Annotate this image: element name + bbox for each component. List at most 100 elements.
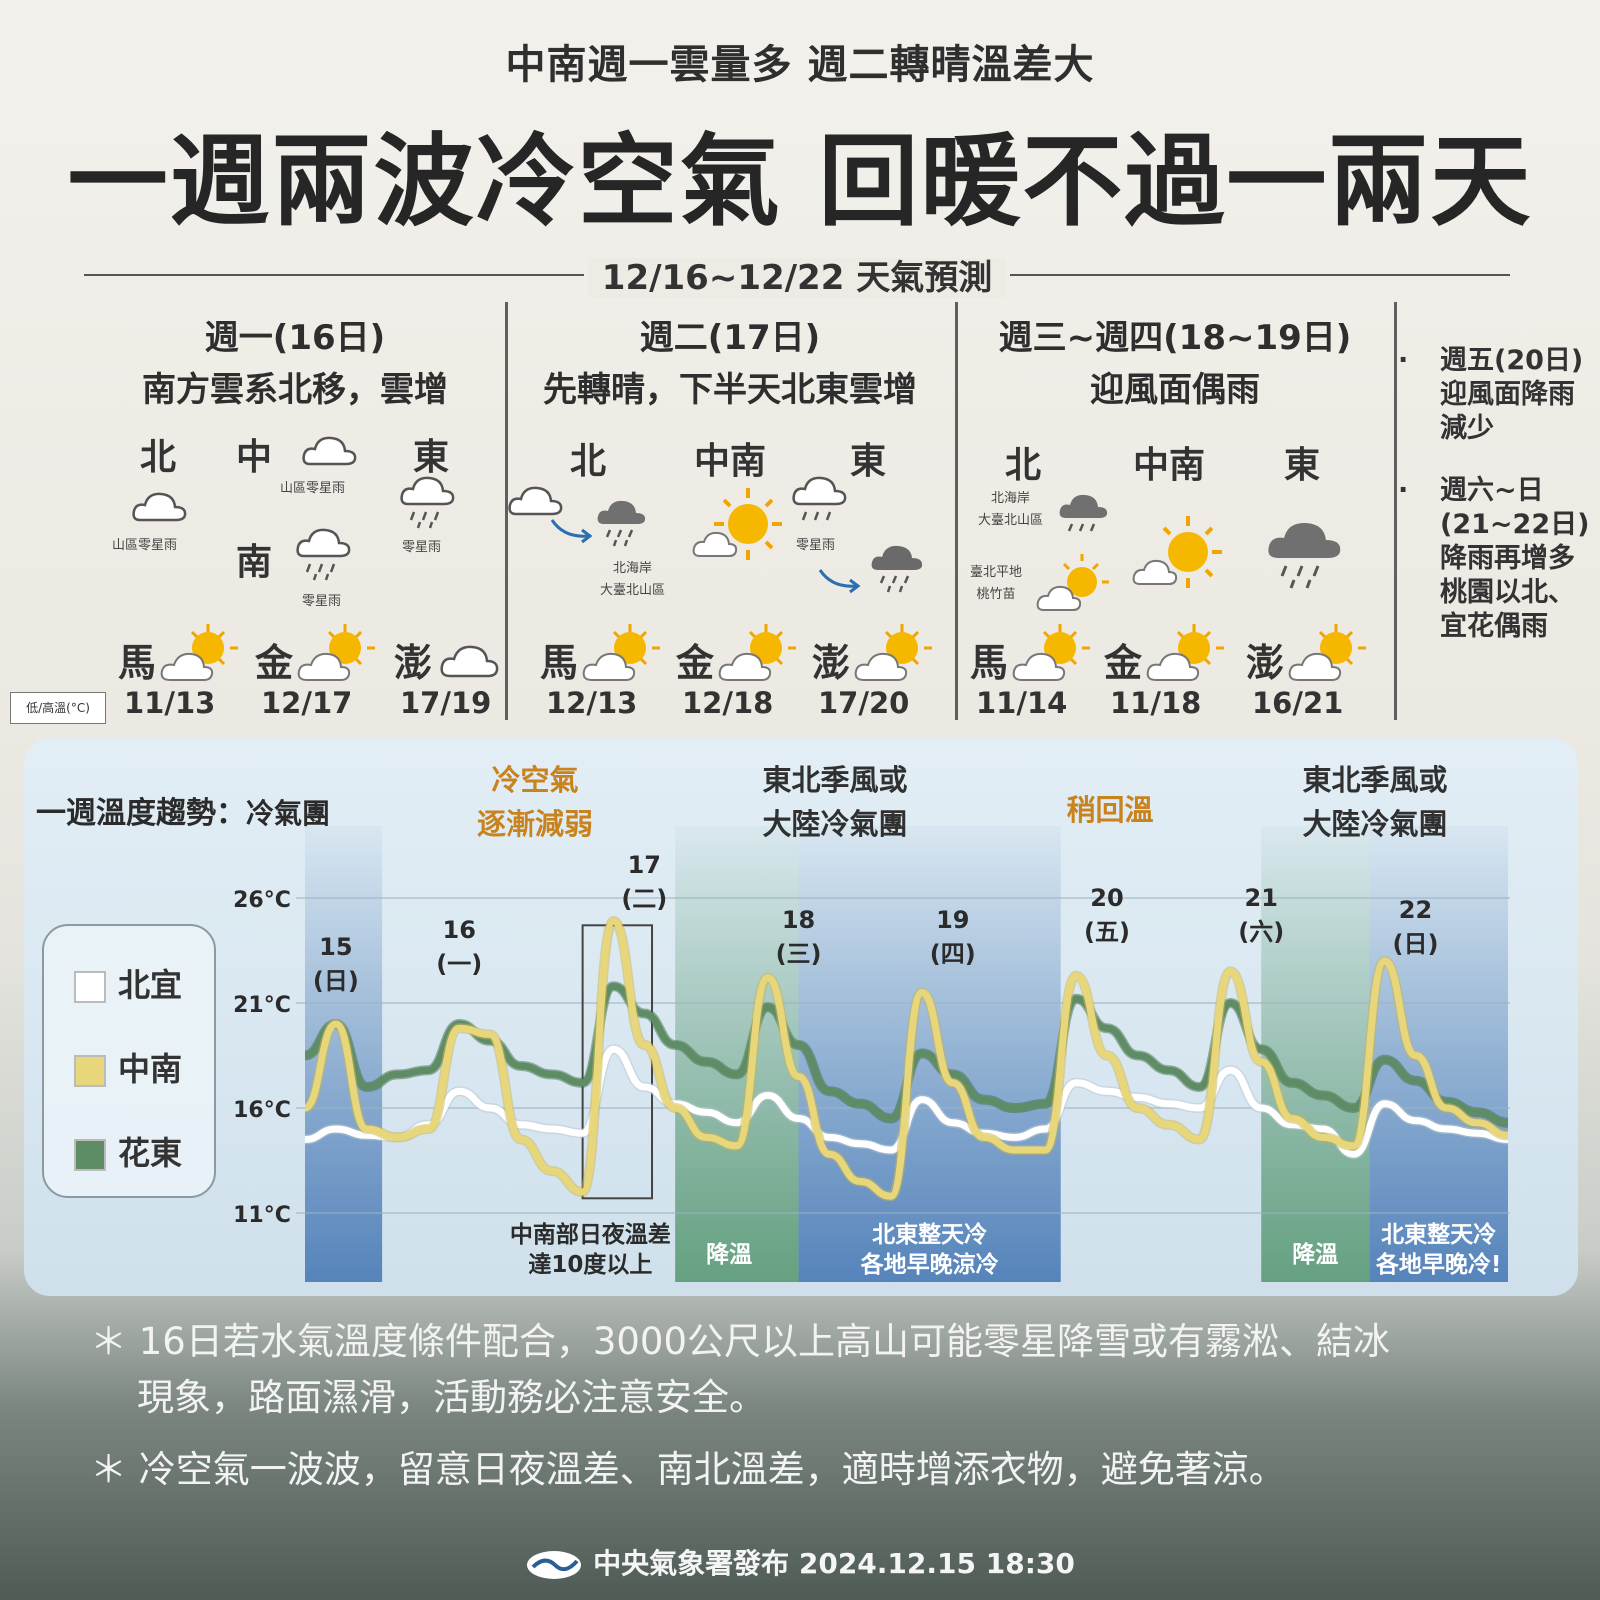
legend-east: 花東 [74,1128,182,1174]
y-tick-label: 11°C [233,1203,291,1228]
day-label-date: 17 [628,851,661,879]
island-temp: 12/17 [261,686,353,720]
region-north: 北 [140,437,177,478]
region-north: 北 [570,441,607,482]
island-temp: 11/18 [1110,686,1202,720]
day-label-date: 20 [1090,884,1123,912]
day-label-date: 19 [936,906,969,934]
region-central-south: 中南 [1133,445,1206,486]
y-tick-label: 16°C [233,1098,291,1123]
cloud-icon [508,486,563,516]
side-line: 宜花偶雨 [1440,611,1548,642]
headline: 一週兩波冷空氣 回暖不過一兩天 [67,123,1533,240]
trend-title-small: 冷氣團 [246,797,331,830]
region-south: 南 [236,542,273,583]
side-note-friday: · 週五(20日) 迎風面降雨 減少 [1398,344,1589,446]
annotation-monsoon-2: 東北季風或 大陸冷氣團 [1302,763,1448,841]
island-temp: 11/14 [976,686,1068,720]
column-divider [505,302,508,720]
day2-title: 週二(17日) [639,318,821,358]
day-label-date: 18 [782,906,815,934]
cwa-logo-icon [527,1551,582,1579]
trend-title: 一週溫度趨勢：冷氣團 [36,796,331,831]
legend-swatch [74,971,106,1003]
island-name: 金 [255,641,294,685]
band-note: 達10度以上 [528,1251,652,1278]
range-rule-right [1010,274,1510,276]
sun-cloud-icon [854,624,932,681]
day-label-weekday: (三) [776,940,822,968]
y-tick-label: 26°C [233,888,291,913]
legend-swatch [74,1055,106,1087]
island-temp: 16/21 [1252,686,1344,720]
side-line: (21~22日) [1440,509,1590,540]
unit-label: 低/高溫(°C) [10,692,106,724]
legend-swatch [74,1139,106,1171]
note-north-plain: 臺北平地 桃竹苗 [970,565,1023,602]
region-north: 北 [1005,445,1042,486]
region-east: 東 [413,437,450,478]
side-line: 週六~日 [1440,475,1544,506]
island-temp: 11/13 [124,686,216,720]
day1-desc: 南方雲系北移，雲增 [142,370,448,410]
side-line: 迎風面降雨 [1440,379,1575,410]
sun-cloud-icon [1146,624,1224,681]
cloud-icon [132,492,187,522]
island-temp: 12/18 [682,686,774,720]
day-label-weekday: (二) [621,885,667,913]
note-north-coast: 北海岸 大臺北山區 [978,491,1044,528]
sun-cloud-icon [1132,516,1222,588]
rain-cloud-icon [792,476,847,521]
band-note: 降溫 [1292,1242,1338,1268]
range-rule-left [84,274,584,276]
series-line [303,917,1509,1200]
island-name: 澎 [394,641,433,685]
band-note: 中南部日夜溫差 [510,1221,671,1248]
rain-cloud-icon [296,528,351,581]
chart-legend: 北宜 中南 花東 [42,924,216,1198]
band-note: 各地早晚涼冷 [860,1251,999,1278]
annotation-monsoon-1: 東北季風或 大陸冷氣團 [762,763,908,841]
arrow-icon [550,519,593,544]
day-label-weekday: (五) [1084,918,1130,946]
band-note: 各地早晚冷! [1375,1251,1502,1278]
column-divider [1394,302,1397,720]
subtitle: 中南週一雲量多 週二轉晴溫差大 [505,42,1095,88]
annotation-weakening: 冷空氣 逐漸減弱 [476,763,593,841]
island-name: 金 [676,641,715,685]
note-north: 北海岸 大臺北山區 [600,561,666,598]
dark-rain-cloud-icon [871,545,923,593]
side-line: 降雨再增多 [1440,543,1575,574]
day-label-weekday: (六) [1238,918,1284,946]
day1-title: 週一(16日) [204,318,386,358]
region-central-south: 中南 [694,441,767,482]
side-note-weekend: · 週六~日 (21~22日) 降雨再增多 桃園以北、 宜花偶雨 [1398,475,1590,642]
cloud-icon [440,645,499,678]
legend-central: 中南 [74,1044,182,1090]
dark-rain-cloud-icon [597,500,646,547]
day-label-date: 22 [1399,896,1432,924]
day-label-weekday: (一) [436,950,482,978]
day-label-date: 21 [1245,884,1278,912]
y-tick-label: 21°C [233,993,291,1018]
island-name: 馬 [970,641,1009,685]
island-temp: 12/13 [546,686,638,720]
day-label-date: 15 [319,933,352,961]
sun-cloud-icon [1288,624,1366,681]
annotation-warming: 稍回溫 [1066,793,1154,827]
note-central: 山區零星雨 [280,481,346,496]
sun-cloud-icon [718,624,796,681]
legend-north: 北宜 [74,960,182,1006]
forecast-range-bar: 12/16~12/22 天氣預測 [84,250,1510,300]
region-east: 東 [850,441,887,482]
side-line: 桃園以北、 [1440,577,1575,608]
heavy-rain-cloud-icon [1268,522,1341,589]
day3-desc: 迎風面偶雨 [1090,370,1260,410]
note-east: 零星雨 [796,538,836,553]
column-divider [955,302,958,720]
island-name: 馬 [540,641,579,685]
side-line: 週五(20日) [1440,345,1584,376]
arrow-icon [818,569,861,594]
island-temp: 17/19 [400,686,492,720]
